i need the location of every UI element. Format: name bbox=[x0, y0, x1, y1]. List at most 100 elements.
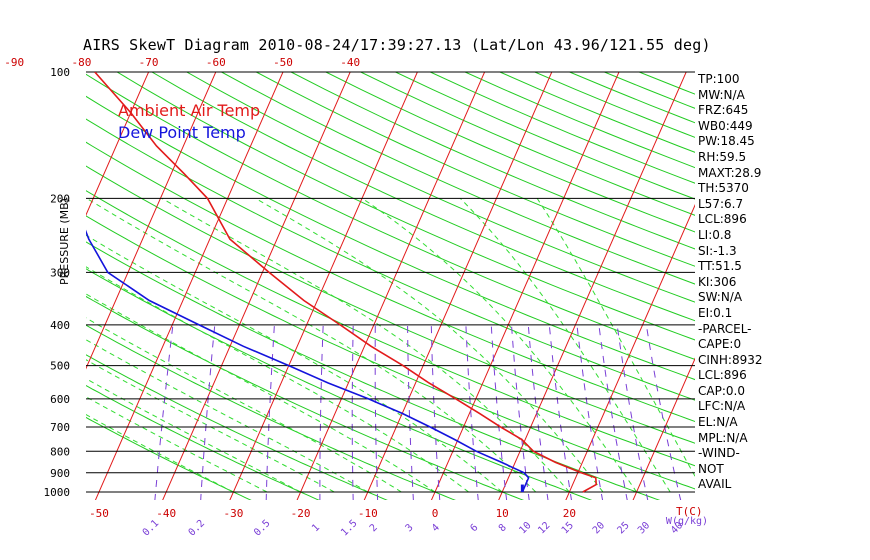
stat-line: KI:306 bbox=[698, 274, 737, 289]
mixing-ratio-line bbox=[374, 324, 379, 500]
mixing-ratio-line bbox=[527, 324, 549, 500]
dry-adiabat-line bbox=[256, 72, 695, 267]
stat-line: CAP:0.0 bbox=[698, 383, 745, 398]
stat-line: PW:18.45 bbox=[698, 134, 755, 149]
stat-line: RH:59.5 bbox=[698, 149, 747, 164]
stat-line: FRZ:645 bbox=[698, 103, 749, 118]
mixing-ratio-tick-label: 8 bbox=[497, 522, 509, 534]
stat-line: TH:5370 bbox=[698, 181, 749, 196]
temperature-tick-label: -30 bbox=[223, 507, 243, 520]
temperature-tick-label: 0 bbox=[432, 507, 439, 520]
moist-adiabat-line bbox=[536, 198, 695, 478]
stat-line: MPL:N/A bbox=[698, 430, 748, 445]
stat-line: LCL:896 bbox=[698, 368, 747, 383]
y-axis-label: PRESSURE (MB) bbox=[58, 198, 71, 285]
isotherm-line bbox=[229, 72, 418, 500]
isotherm-line bbox=[0, 63, 85, 501]
top-temperature-tick-label: -90 bbox=[4, 56, 24, 69]
stat-line: AVAIL bbox=[698, 477, 732, 492]
pressure-tick-label: 300 bbox=[50, 266, 70, 279]
dry-adiabat-line bbox=[86, 416, 252, 500]
dry-adiabat-line bbox=[86, 268, 593, 500]
stat-line: LCL:896 bbox=[698, 212, 747, 227]
dry-adiabat-line bbox=[430, 72, 695, 184]
dry-adiabat-line bbox=[116, 72, 695, 341]
dry-adiabat-line bbox=[86, 190, 695, 467]
isotherm-line bbox=[767, 63, 870, 501]
pressure-tick-label: 100 bbox=[50, 66, 70, 79]
isotherm-line bbox=[86, 72, 217, 370]
legend-dew-point-temp: Dew Point Temp bbox=[118, 123, 246, 142]
isotherm-line bbox=[430, 72, 620, 500]
isotherm-line bbox=[565, 204, 695, 500]
dry-adiabat-line bbox=[86, 295, 525, 500]
pressure-tick-label: 700 bbox=[50, 421, 70, 434]
isotherm-line bbox=[162, 72, 351, 500]
stat-line: CAPE:0 bbox=[698, 337, 742, 352]
mixing-ratio-tick-label: 15 bbox=[560, 520, 576, 536]
top-temperature-tick-label: -60 bbox=[206, 56, 226, 69]
stat-line: -PARCEL- bbox=[698, 321, 752, 336]
mixing-ratio-tick-label: 12 bbox=[536, 520, 552, 536]
dry-adiabat-line bbox=[86, 95, 695, 381]
mixing-ratio-line bbox=[154, 324, 174, 500]
stat-line: CINH:8932 bbox=[698, 352, 763, 367]
ambient-temp-line bbox=[94, 72, 598, 493]
x-axis-unit-label: T(C) bbox=[676, 505, 703, 518]
dry-adiabat-line bbox=[186, 72, 695, 303]
top-temperature-tick-label: -40 bbox=[340, 56, 360, 69]
isotherm-line bbox=[498, 72, 687, 500]
dry-adiabat-line bbox=[86, 165, 695, 444]
pressure-tick-label: 1000 bbox=[44, 486, 71, 499]
moist-adiabat-line bbox=[161, 197, 570, 493]
temperature-tick-label: -20 bbox=[291, 507, 311, 520]
stat-line: SI:-1.3 bbox=[698, 243, 737, 258]
dry-adiabat-line bbox=[86, 118, 695, 401]
dry-adiabat-line bbox=[221, 72, 695, 285]
isotherm-line bbox=[94, 72, 284, 500]
stat-line: MW:N/A bbox=[698, 87, 745, 102]
moist-adiabat-line bbox=[86, 414, 234, 493]
mixing-ratio-tick-label: 0.1 bbox=[141, 518, 162, 539]
stat-line: LI:0.8 bbox=[698, 227, 732, 242]
isotherm-line bbox=[86, 72, 150, 217]
temperature-tick-label: 20 bbox=[563, 507, 576, 520]
legend-ambient-air-temp: Ambient Air Temp bbox=[118, 101, 261, 120]
pressure-tick-label: 800 bbox=[50, 445, 70, 458]
moist-adiabat-line bbox=[86, 197, 537, 493]
dry-adiabat-line bbox=[86, 73, 695, 360]
stat-line: SW:N/A bbox=[698, 290, 743, 305]
temperature-tick-label: -50 bbox=[89, 507, 109, 520]
stat-line: L57:6.7 bbox=[698, 196, 744, 211]
dry-adiabat-line bbox=[290, 72, 695, 250]
temperature-tick-label: 10 bbox=[496, 507, 509, 520]
mixing-ratio-tick-label: 0.5 bbox=[252, 518, 273, 539]
dry-adiabat-line bbox=[395, 72, 695, 200]
dry-adiabat-line bbox=[86, 241, 661, 500]
stat-line: TT:51.5 bbox=[698, 259, 742, 274]
mixing-ratio-tick-label: 20 bbox=[591, 520, 607, 536]
moist-adiabat-line bbox=[362, 197, 638, 493]
top-temperature-tick-label: -50 bbox=[273, 56, 293, 69]
mixing-ratio-line bbox=[548, 324, 572, 500]
mixing-ratio-line bbox=[265, 324, 275, 500]
mixing-ratio-line bbox=[319, 324, 324, 500]
mixing-ratio-tick-label: 10 bbox=[517, 520, 533, 536]
pressure-tick-label: 500 bbox=[50, 360, 70, 373]
mixing-ratio-line bbox=[645, 324, 682, 500]
stat-line: EI:0.1 bbox=[698, 305, 733, 320]
stat-line: NOT bbox=[698, 461, 724, 476]
pressure-tick-label: 200 bbox=[50, 192, 70, 205]
stat-line: EL:N/A bbox=[698, 415, 738, 430]
dry-adiabat-line bbox=[464, 72, 695, 169]
stat-line: MAXT:28.9 bbox=[698, 165, 762, 180]
moist-adiabat-line bbox=[86, 378, 301, 493]
isotherm-line bbox=[296, 72, 486, 500]
mixing-ratio-line bbox=[465, 324, 479, 500]
isotherm-line bbox=[363, 72, 553, 500]
top-temperature-tick-label: -80 bbox=[71, 56, 91, 69]
pressure-tick-label: 400 bbox=[50, 319, 70, 332]
mixing-ratio-tick-label: 3 bbox=[404, 522, 416, 534]
temperature-tick-label: -10 bbox=[358, 507, 378, 520]
